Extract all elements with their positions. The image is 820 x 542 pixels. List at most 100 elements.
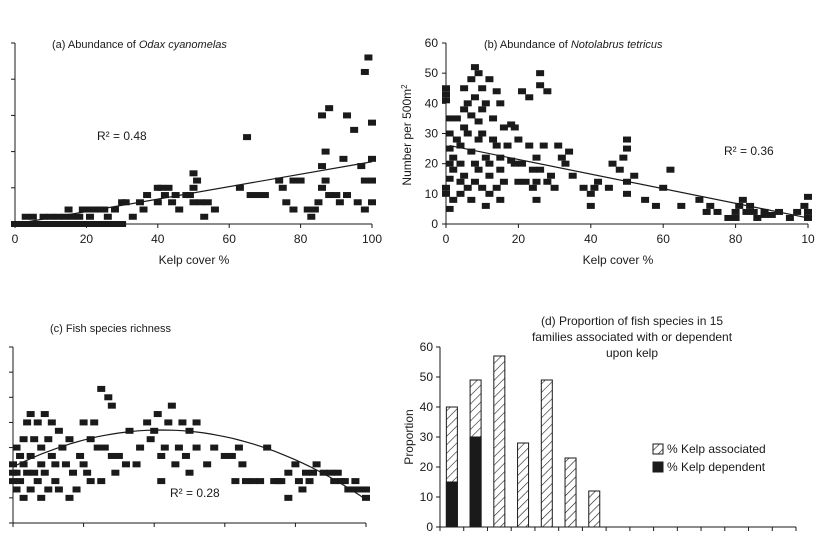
panel-b-data-point (695, 196, 704, 203)
panel-a-data-point (189, 170, 198, 177)
panel-c-data-point (86, 478, 95, 485)
panel-a-data-point (339, 155, 348, 162)
panel-c-data-point (333, 469, 342, 476)
panel-a-data-point (318, 184, 327, 191)
panel-c-data-point (157, 452, 166, 459)
panel-b-data-point (623, 178, 631, 185)
panel-d-title-line-3: upon kelp (606, 346, 658, 360)
panel-b-y-tick-label: 30 (425, 127, 439, 141)
panel-b-data-point (749, 208, 758, 215)
panel-b-x-tick-label: 60 (657, 232, 671, 246)
panel-b-x-tick-label: 40 (584, 232, 598, 246)
panel-a-data-point (321, 148, 330, 155)
panel-b-data-point (742, 208, 751, 215)
panel-c-data-point (19, 436, 28, 443)
panel-b-data-point (724, 214, 733, 221)
panel-c-data-point (234, 444, 243, 451)
panel-a-data-point (243, 134, 252, 141)
panel-c-data-point (249, 478, 258, 485)
panel-c-data-point (104, 394, 113, 401)
panel-a-data-point (318, 112, 327, 119)
panel-c-data-point (86, 436, 95, 443)
panel-b-data-point (623, 190, 631, 197)
panel-b-y-tick-label: 50 (425, 66, 439, 80)
panel-b-data-point (525, 94, 534, 101)
panel-a-data-point (171, 192, 180, 199)
panel-b-data-point (478, 130, 487, 137)
panel-b-data-point (445, 175, 454, 182)
panel-c-data-point (125, 427, 134, 434)
panel-c-data-point (79, 461, 88, 468)
panel-b: (b) Abundance of Notolabrus tetricus R² … (400, 36, 815, 267)
panel-a-x-tick-label: 100 (362, 232, 382, 246)
panel-b-data-point (442, 190, 450, 197)
panel-b-data-point (470, 160, 479, 167)
panel-b-data-point (445, 115, 454, 122)
panel-b-data-point (525, 142, 534, 149)
panel-b-y-axis-label: Number per 500m2 (400, 84, 414, 186)
panel-b-data-point (463, 100, 472, 107)
panel-c-data-point (326, 469, 335, 476)
panel-b-data-point (456, 190, 465, 197)
panel-b-data-point (550, 184, 559, 191)
panel-c-data-point (146, 436, 155, 443)
panel-b-y-tick-label: 10 (425, 187, 439, 201)
panel-c-data-point (12, 486, 21, 493)
panel-c-data-point (143, 419, 152, 426)
panel-c-data-point (160, 444, 169, 451)
panel-a-data-point (203, 199, 212, 206)
panel-b-data-point (546, 172, 555, 179)
panel-c-data-point (37, 461, 46, 468)
panel-b-data-point (615, 166, 624, 173)
panel-c-data-point (40, 469, 49, 476)
panel-a-data-point (210, 206, 219, 213)
panel-b-r2-annotation: R² = 0.36 (724, 144, 774, 158)
panel-b-data-point (489, 136, 498, 143)
panel-b-y-tick-label: 20 (425, 157, 439, 171)
panel-b-data-point (481, 154, 490, 161)
panel-b-data-point (775, 208, 784, 215)
panel-a-x-tick-label: 80 (294, 232, 308, 246)
panel-b-data-point (460, 85, 469, 92)
panel-b-data-point (536, 70, 545, 77)
panel-c-data-point (33, 478, 42, 485)
panel-b-data-point (474, 70, 483, 77)
panel-d-bar-kelp-associated (493, 355, 506, 528)
panel-b-x-tick-label: 0 (443, 232, 450, 246)
panel-b-data-point (731, 208, 740, 215)
panel-b-data-point (470, 178, 479, 185)
panel-c-data-point (114, 452, 123, 459)
panel-b-x-axis-label: Kelp cover % (583, 253, 654, 267)
panel-a-data-point (318, 163, 327, 170)
panel-b-data-point (706, 202, 715, 209)
panel-a-data-point (368, 119, 376, 126)
panel-b-data-point (521, 178, 530, 185)
panel-b-data-point (507, 121, 516, 128)
panel-c-data-point (37, 494, 46, 501)
panel-b-data-point (463, 130, 472, 137)
panel-c-data-point (47, 452, 56, 459)
panel-a-data-point (368, 177, 376, 184)
panel-b-data-point (539, 142, 548, 149)
panel-b-data-point (470, 94, 479, 101)
panel-b-data-point (738, 196, 747, 203)
panel-b-data-point (528, 184, 537, 191)
panel-c-data-point (185, 427, 194, 434)
panel-c-data-point (19, 461, 28, 468)
panel-a-x-tick-label: 60 (223, 232, 237, 246)
panel-c-data-point (9, 478, 17, 485)
panel-c-data-point (305, 478, 314, 485)
panel-b-points (442, 64, 812, 221)
panel-c-data-point (263, 444, 272, 451)
panel-b-data-point (445, 145, 454, 152)
panel-b-data-point (499, 178, 508, 185)
panel-b-data-point (536, 82, 545, 89)
panel-a-data-point (110, 221, 119, 227)
panel-c-title: (c) Fish species richness (50, 323, 172, 335)
panel-a-data-point (100, 206, 109, 213)
panel-d-y-tick-label: 50 (420, 370, 434, 384)
panel-c-data-point (227, 452, 236, 459)
panel-b-data-point (623, 136, 631, 143)
panel-a-data-point (357, 163, 366, 170)
